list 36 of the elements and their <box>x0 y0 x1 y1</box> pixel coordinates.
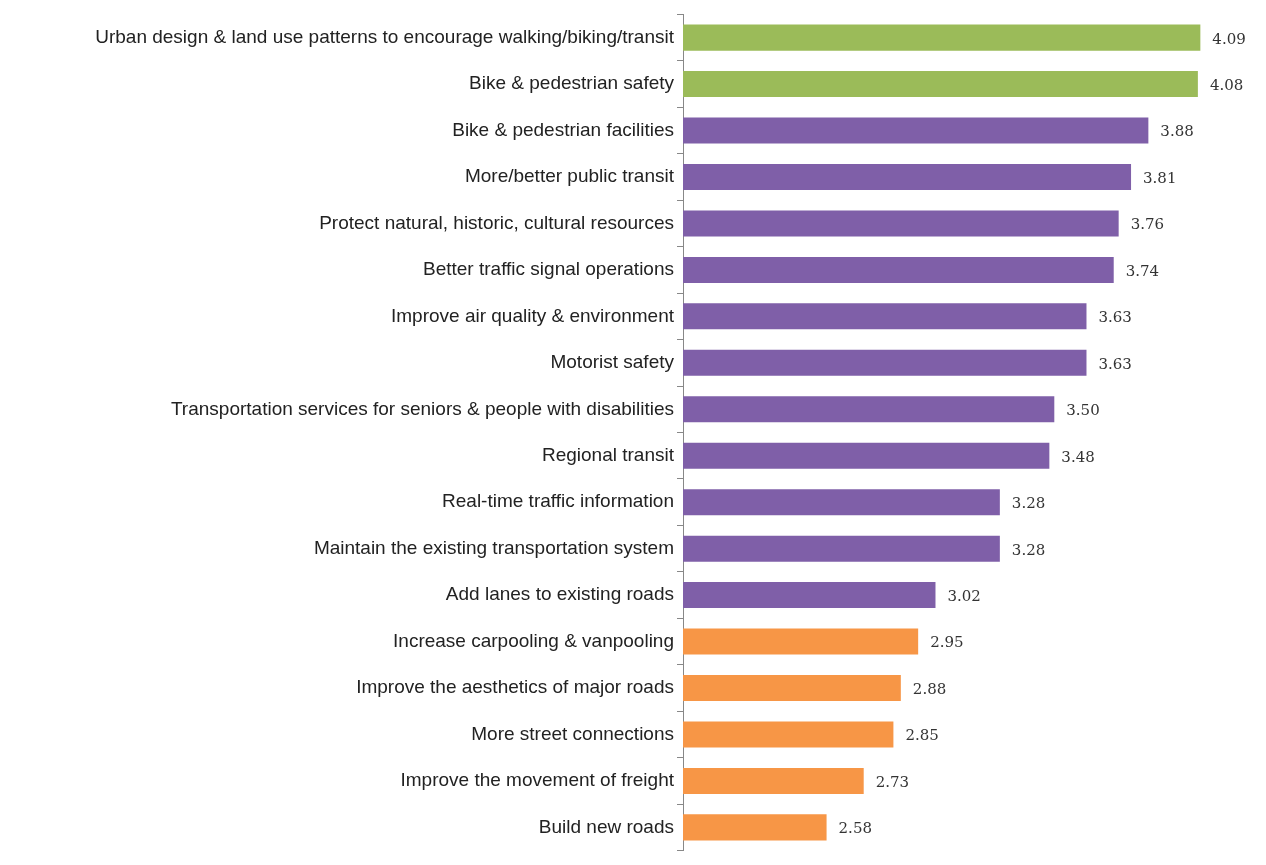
y-tick-label: Better traffic signal operations <box>422 258 674 280</box>
data-label: 3.02 <box>947 586 981 605</box>
y-tick-label: Bike & pedestrian facilities <box>452 118 674 140</box>
y-tick-label: Increase carpooling & vanpooling <box>393 629 674 651</box>
y-tick-label: Build new roads <box>538 815 674 837</box>
data-label: 3.63 <box>1098 308 1132 327</box>
y-tick-label: Protect natural, historic, cultural resources <box>319 211 674 233</box>
data-label: 2.73 <box>875 772 910 791</box>
data-label: 4.08 <box>1209 75 1244 94</box>
data-label: 3.74 <box>1125 261 1160 280</box>
y-tick-label: Bike & pedestrian safety <box>469 72 675 94</box>
y-tick-label: Improve the movement of freight <box>400 769 675 791</box>
data-label: 3.63 <box>1098 354 1132 373</box>
y-tick-label: More/better public transit <box>464 165 675 187</box>
y-tick-label: Improve air quality & environment <box>390 304 675 326</box>
data-label: 3.88 <box>1160 122 1194 141</box>
data-label: 4.09 <box>1212 29 1246 48</box>
data-label: 3.81 <box>1143 168 1177 187</box>
data-label: 3.28 <box>1011 540 1046 559</box>
y-tick-label: Regional transit <box>541 443 675 465</box>
data-label: 3.76 <box>1130 215 1165 234</box>
y-tick-label: Motorist safety <box>550 351 675 373</box>
y-tick-label: Add lanes to existing roads <box>445 583 674 605</box>
data-label: 2.85 <box>905 726 939 745</box>
data-label: 3.28 <box>1011 494 1046 513</box>
y-tick-label: Maintain the existing transportation system <box>313 536 674 558</box>
y-tick-label: Urban design & land use patterns to encourage walking/biking/transit <box>95 25 675 47</box>
data-label: 2.58 <box>838 819 872 838</box>
y-tick-label: More street connections <box>471 722 674 744</box>
data-label: 3.48 <box>1061 447 1095 466</box>
data-label: 2.95 <box>930 633 964 652</box>
data-label: 3.50 <box>1066 401 1100 420</box>
y-tick-label: Real-time traffic information <box>442 490 674 512</box>
y-tick-label: Transportation services for seniors & people with disabilities <box>170 397 674 419</box>
y-tick-label: Improve the aesthetics of major roads <box>356 676 674 698</box>
data-label: 2.88 <box>912 679 947 698</box>
